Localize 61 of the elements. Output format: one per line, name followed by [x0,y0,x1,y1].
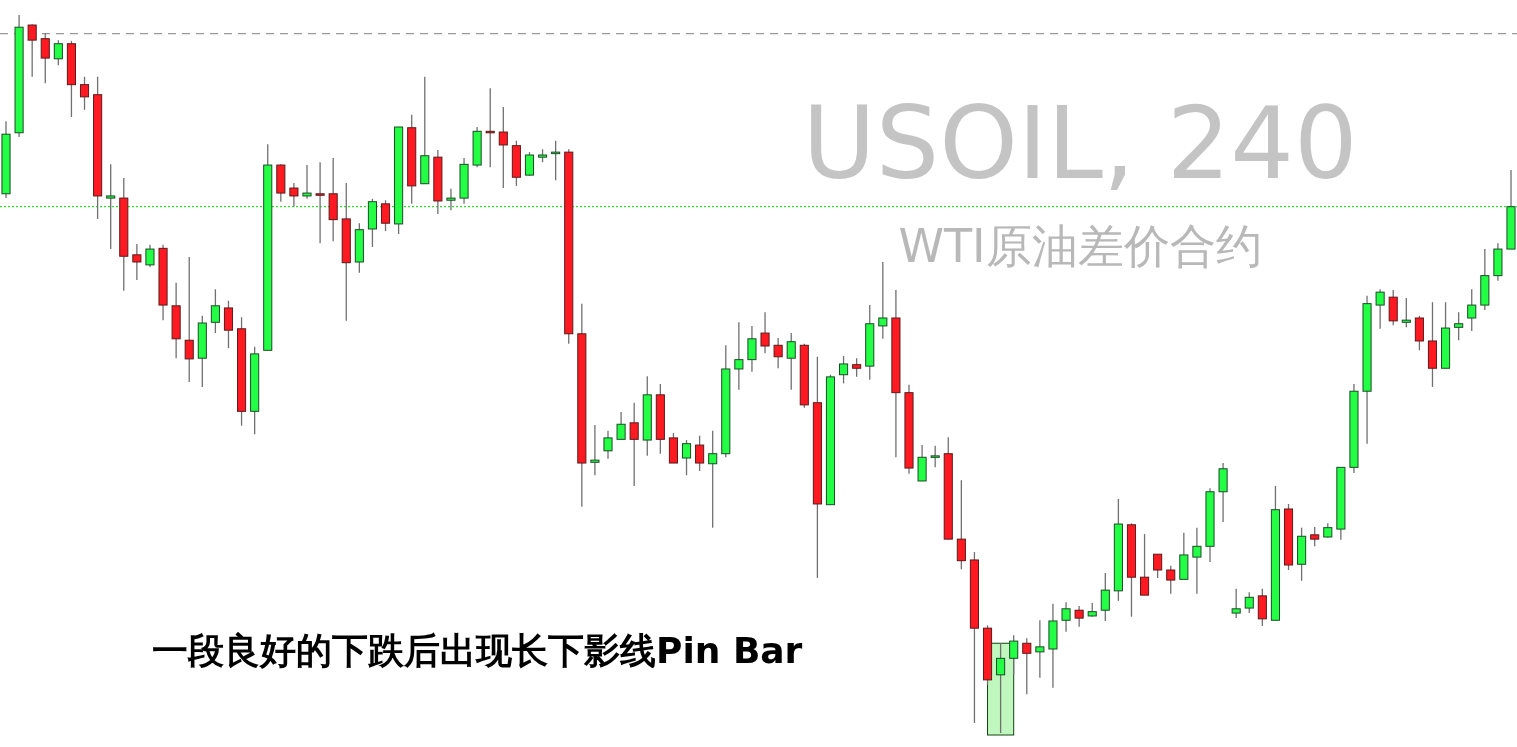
candlestick [315,161,325,244]
candlestick [996,642,1006,734]
candlestick [1414,315,1424,351]
candlestick [1140,533,1150,596]
candlestick [629,402,639,487]
candlestick [1231,588,1241,619]
candlestick [616,411,626,440]
candlestick [1257,588,1267,627]
candlestick [1009,634,1019,676]
candlestick [1153,553,1163,579]
candlestick [878,261,888,340]
candlestick [1192,527,1202,595]
candlestick [223,300,234,349]
candlestick [1074,605,1084,628]
candlestick [1061,601,1071,633]
text: WTI原油差价合约 [898,219,1262,273]
candlestick [1467,288,1477,332]
candlestick [786,332,796,391]
candlestick [1100,572,1110,622]
candlestick [132,243,142,281]
candlestick [747,325,757,373]
candlestick [145,244,155,268]
candlestick [27,23,37,78]
candlestick [930,445,940,468]
candlestick [681,439,692,476]
candlestick [734,321,744,391]
candlestick [40,32,50,84]
candlestick [184,256,194,383]
candlestick [1022,637,1032,695]
candlestick [1166,565,1176,595]
candlestick [498,106,508,189]
candlestick [446,188,456,211]
candlestick [1375,288,1385,330]
candlestick [760,311,770,354]
candlestick [1244,591,1254,614]
candlestick [524,151,535,177]
candlestick [590,424,600,476]
candlestick [839,355,849,384]
candlestick [53,39,63,66]
candlestick [695,435,705,472]
candlestick [708,430,718,529]
candlestick [917,444,927,482]
candlestick [210,288,220,334]
candlestick [1388,289,1398,326]
candlestick [1454,311,1464,341]
candlestick [551,140,561,181]
candlestick [1310,526,1320,547]
candlestick [603,430,613,460]
candlestick [773,337,783,369]
candlestick [106,163,116,250]
candlestick [1035,619,1045,679]
text: USOIL, 240 [802,85,1358,202]
candlestick [1401,297,1411,328]
candlestick [852,357,862,378]
candlestick [79,76,90,111]
candlestick [302,164,312,200]
candlestick [289,182,299,208]
annotation: 一段良好的下跌后出现长下影线Pin Bar [152,630,803,671]
candlestick [380,199,391,232]
candlestick [956,479,966,570]
candlestick [1218,462,1228,523]
